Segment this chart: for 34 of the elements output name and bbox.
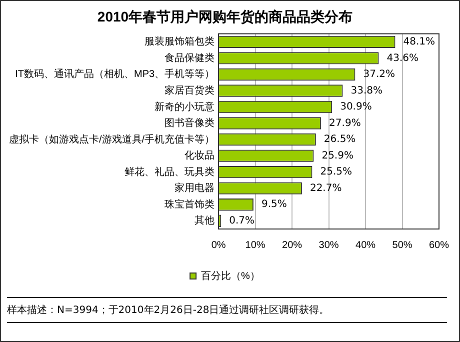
x-tick-label: 30% [318,240,339,251]
y-tick-label: 服装服饰箱包类 [144,36,215,48]
data-label: 30.9% [340,102,372,113]
data-label: 48.1% [403,36,436,48]
data-label: 25.9% [322,150,354,162]
data-label: 37.2% [363,69,396,80]
data-label: 26.5% [324,134,356,146]
chart-title: 2010年春节用户网购年货的商品品类分布 [97,8,353,24]
y-tick-label: 食品保健类 [164,52,215,64]
y-tick-label: IT数码、通讯产品（相机、MP3、手机等等） [15,68,215,80]
x-tick-label: 10% [245,240,266,251]
x-tick-label: 0% [211,240,226,251]
y-tick-label: 珠宝首饰类 [164,198,215,210]
data-label: 25.5% [320,166,352,178]
y-tick-label: 虚拟卡（如游戏点卡/游戏道具/手机充值卡等） [8,133,215,146]
y-tick-label: 化妆品 [184,150,215,162]
y-tick-label: 鲜花、礼品、玩具类 [124,166,215,178]
data-label: 0.7% [229,215,255,226]
data-label: 9.5% [261,199,287,210]
x-tick-label: 40% [356,240,376,251]
text: 样本描述：N=3994；于2010年2月26日-28日通过调研社区调研获得。 [7,297,447,323]
y-tick-label: 其他 [194,214,215,227]
y-tick-label: 家居百货类 [164,84,215,96]
x-tick-label: 60% [428,240,450,251]
x-tick-label: 20% [282,240,302,251]
y-tick-label: 家用电器 [174,182,215,194]
data-label: 33.8% [350,85,383,96]
data-label: 22.7% [310,182,342,194]
data-label: 27.9% [329,118,361,129]
data-label: 43.6% [386,52,419,64]
legend-label: 百分比（%） [201,270,260,282]
y-tick-label: 图书音像类 [164,117,215,130]
x-tick-label: 50% [392,240,412,251]
y-tick-label: 新奇的小玩意 [154,100,215,113]
